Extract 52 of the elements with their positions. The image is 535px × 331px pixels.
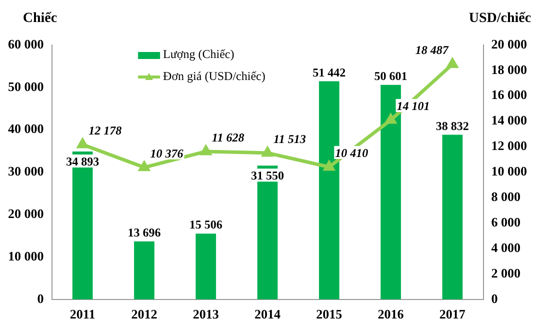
y2-tick-label: 4 000 xyxy=(491,240,520,255)
y-tick-label: 0 xyxy=(37,290,44,306)
y2-tick-label: 0 xyxy=(491,290,498,306)
data-label: 15 506 xyxy=(189,218,222,232)
y2-tick-label: 2 000 xyxy=(491,265,520,280)
data-label: 31 550 xyxy=(251,168,284,183)
data-label: 34 893 xyxy=(66,154,100,168)
y2-tick-label: 10 000 xyxy=(491,164,527,179)
y2-tick-label: 8 000 xyxy=(491,189,520,204)
x-tick-label: 2011 xyxy=(70,306,96,322)
y-tick-label: 30 000 xyxy=(8,164,44,179)
x-tick-label: 2013 xyxy=(192,306,220,322)
y2-axis-title: USD/chiếc xyxy=(468,11,532,26)
y2-tick-label: 14 000 xyxy=(491,112,527,128)
x-tick-label: 2015 xyxy=(316,306,343,322)
x-tick-label: 2014 xyxy=(254,306,281,322)
x-tick-label: 2012 xyxy=(131,306,158,322)
data-label: 50 601 xyxy=(374,68,408,83)
y-axis-title: Chiếc xyxy=(22,11,58,26)
data-label: 12 178 xyxy=(88,123,122,138)
data-label: 18 487 xyxy=(415,43,450,58)
data-label: 14 101 xyxy=(396,99,430,114)
legend-label: Đơn giá (USD/chiếc) xyxy=(163,69,266,84)
y2-tick-label: 12 000 xyxy=(491,138,527,154)
x-tick-label: 2016 xyxy=(378,306,404,322)
y-tick-label: 20 000 xyxy=(8,206,44,221)
data-label: 11 513 xyxy=(273,132,306,146)
y2-tick-label: 18 000 xyxy=(491,62,527,77)
point xyxy=(262,147,273,157)
point xyxy=(77,138,88,148)
y-tick-label: 50 000 xyxy=(8,78,44,94)
legend-label: Lượng (Chiếc) xyxy=(163,47,234,62)
x-tick-label: 2017 xyxy=(439,306,466,322)
y-tick-label: 40 000 xyxy=(8,121,44,136)
data-label: 11 628 xyxy=(212,130,244,144)
y2-tick-label: 16 000 xyxy=(491,87,527,102)
y-tick-label: 60 000 xyxy=(8,36,44,52)
bar xyxy=(196,234,216,300)
y2-tick-label: 6 000 xyxy=(491,214,520,230)
y2-tick-label: 20 000 xyxy=(491,36,527,52)
point xyxy=(386,114,396,124)
data-label: 10 410 xyxy=(335,146,368,160)
point xyxy=(200,146,212,156)
data-label: 13 696 xyxy=(128,225,161,240)
data-label: 38 832 xyxy=(436,118,469,133)
bar xyxy=(442,134,463,300)
point xyxy=(447,58,458,68)
point xyxy=(324,161,334,171)
data-label: 10 376 xyxy=(150,146,184,160)
bar xyxy=(134,241,154,300)
data-label: 51 442 xyxy=(312,65,346,80)
y-tick-label: 10 000 xyxy=(8,248,44,264)
